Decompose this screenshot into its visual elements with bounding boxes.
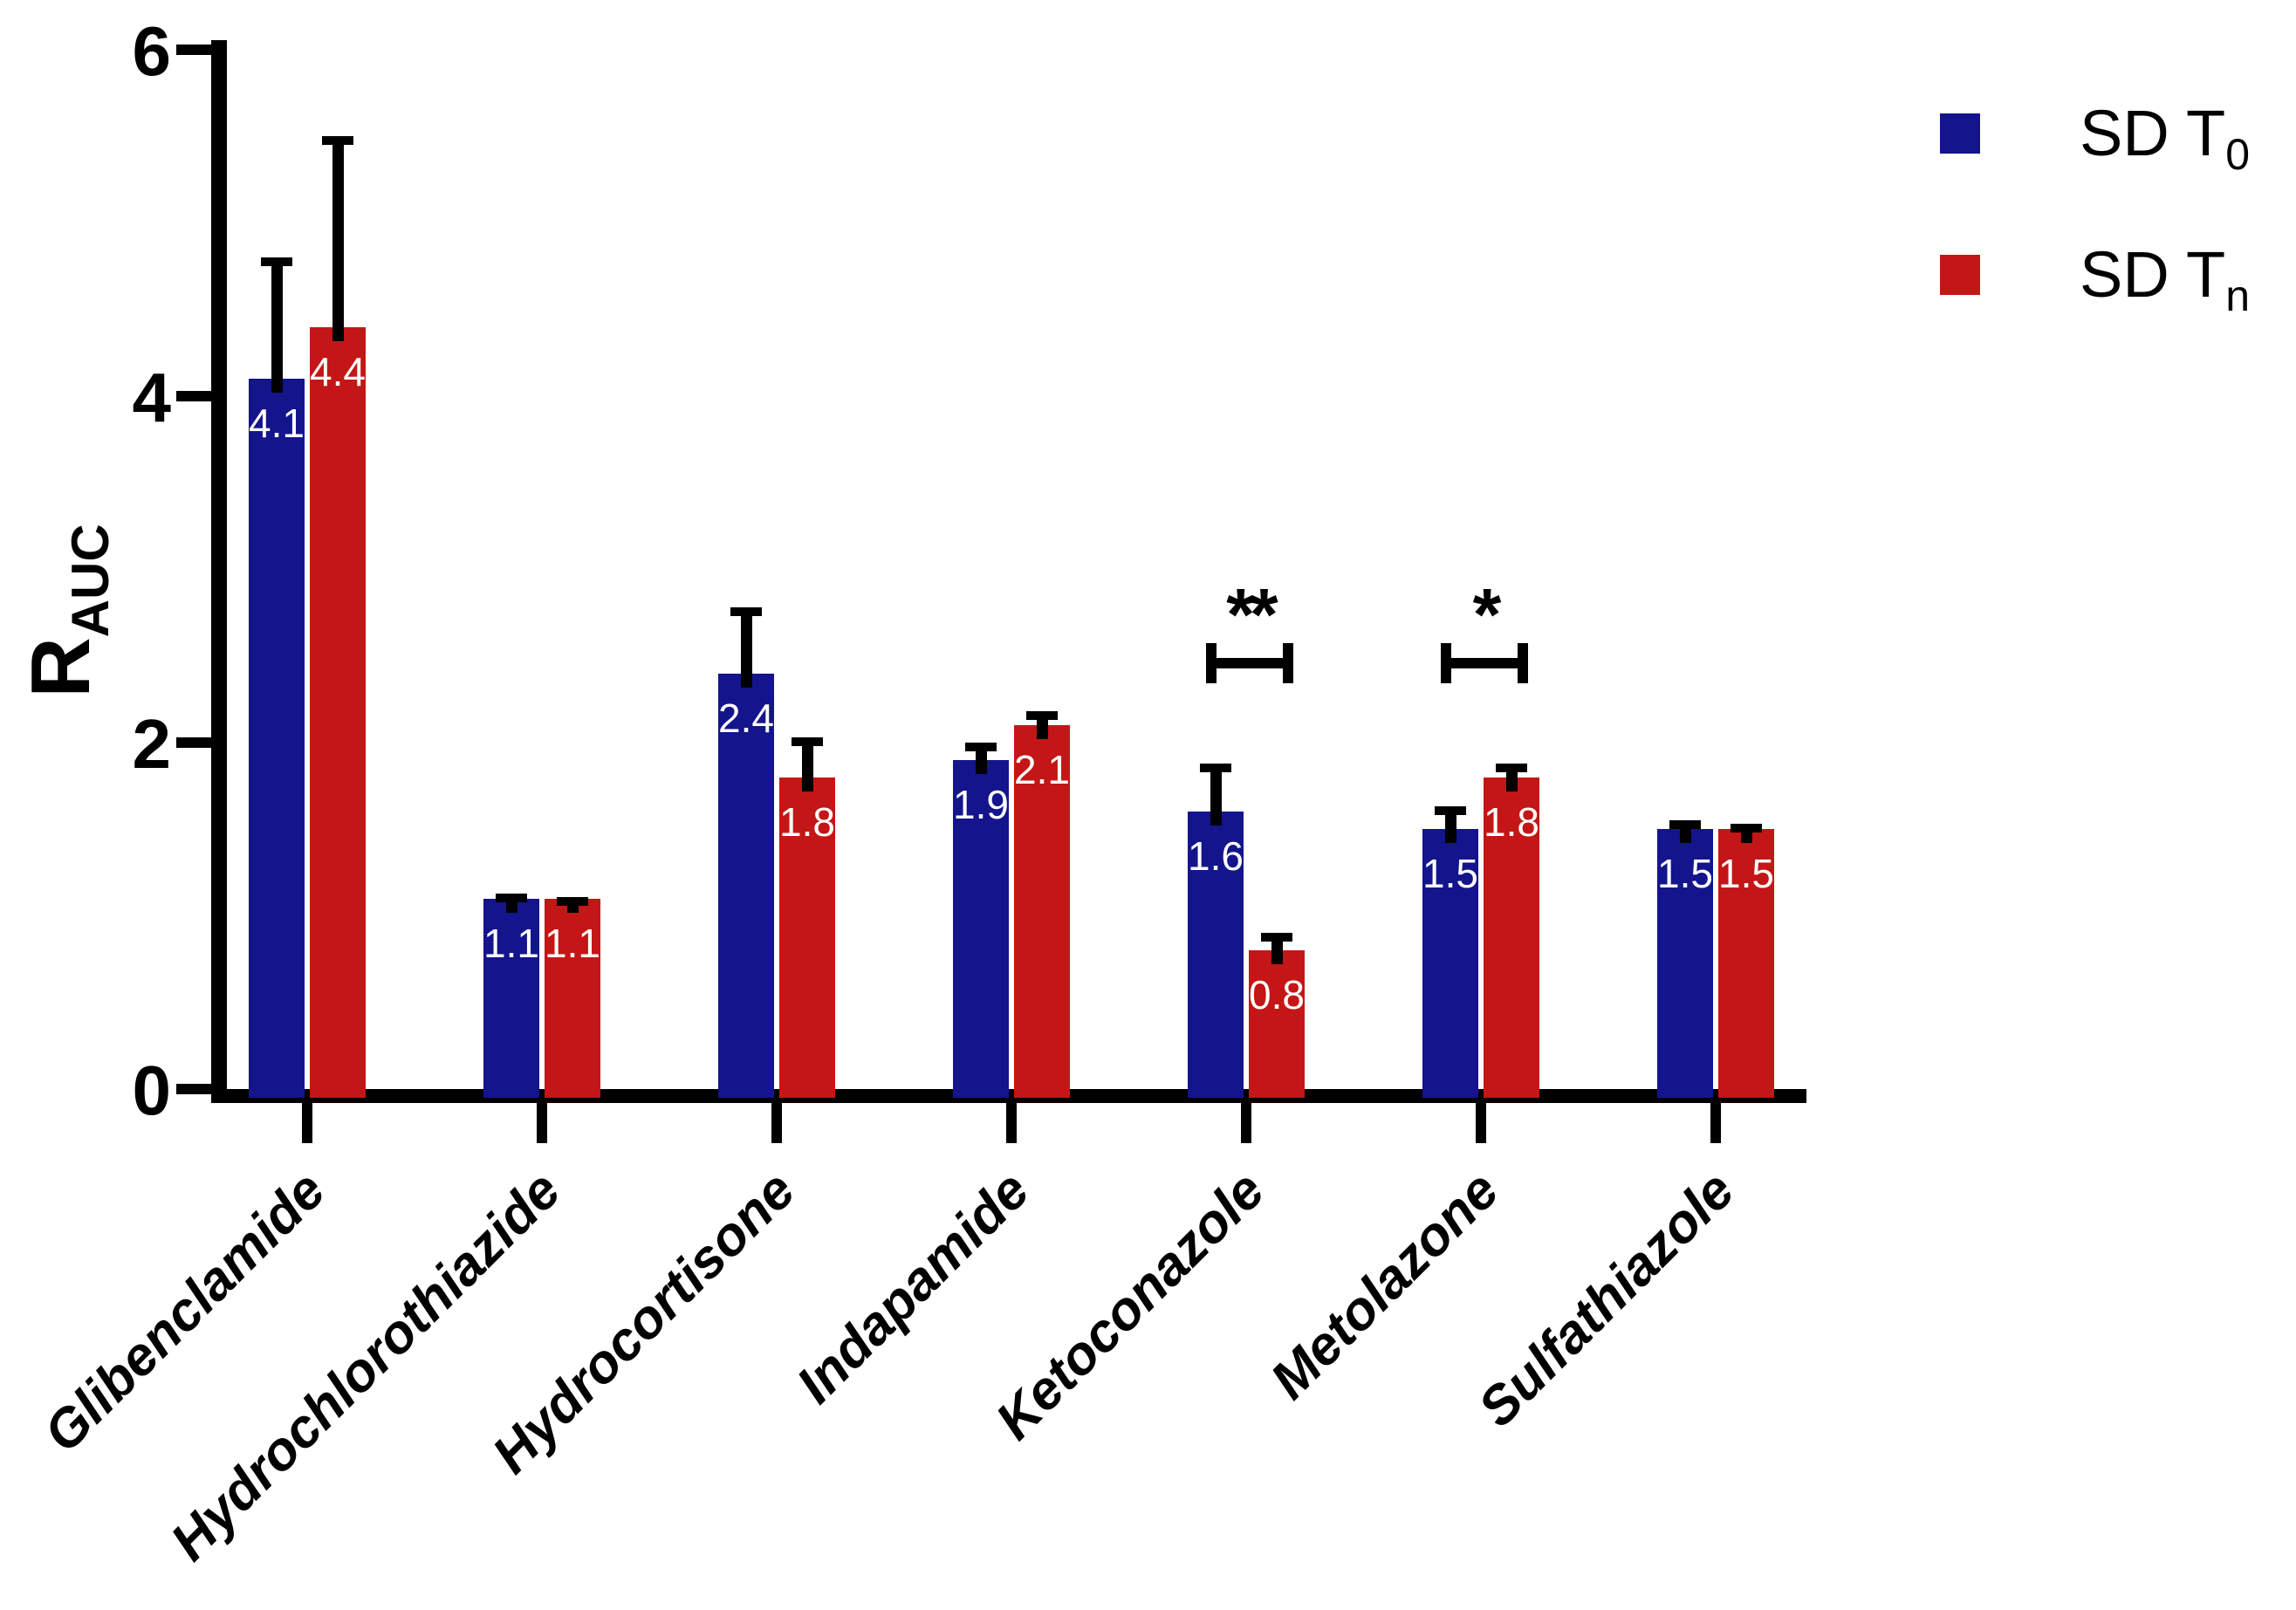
bar-value-label: 2.1 bbox=[1014, 747, 1070, 793]
error-bar-cap bbox=[322, 136, 353, 146]
x-tick bbox=[1241, 1103, 1251, 1143]
y-tick bbox=[176, 737, 211, 748]
y-tick bbox=[176, 391, 211, 401]
y-axis-title-base: R bbox=[14, 637, 107, 698]
error-bar-stem bbox=[1505, 770, 1518, 791]
bar-value-label: 1.5 bbox=[1657, 851, 1713, 897]
category-label: Indapamide bbox=[785, 1160, 1041, 1415]
error-bar-cap bbox=[1435, 806, 1466, 816]
y-tick-label: 2 bbox=[132, 705, 172, 783]
bar-value-label: 1.8 bbox=[1484, 798, 1539, 845]
error-bar-cap bbox=[1731, 824, 1762, 833]
significance-bracket-line bbox=[1206, 658, 1293, 668]
error-bar-cap bbox=[1496, 763, 1527, 772]
bar-value-label: 2.4 bbox=[718, 695, 774, 741]
bar bbox=[1718, 829, 1774, 1098]
error-bar-stem bbox=[975, 750, 987, 774]
error-bar-stem bbox=[1210, 770, 1222, 826]
x-tick bbox=[537, 1103, 547, 1143]
significance-stars: ** bbox=[1226, 573, 1278, 655]
error-bar-cap bbox=[261, 257, 292, 267]
legend-swatch bbox=[1940, 113, 1980, 154]
x-tick bbox=[1710, 1103, 1721, 1143]
bar bbox=[545, 898, 600, 1098]
bar-value-label: 1.5 bbox=[1718, 851, 1774, 897]
error-bar-cap bbox=[1026, 711, 1058, 721]
bar bbox=[1484, 777, 1539, 1098]
error-bar-cap bbox=[496, 893, 527, 902]
bar-value-label: 0.8 bbox=[1249, 972, 1305, 1018]
error-bar-stem bbox=[801, 744, 813, 791]
bar-value-label: 1.1 bbox=[483, 920, 539, 966]
bar-value-label: 1.1 bbox=[545, 920, 600, 966]
error-bar-cap bbox=[1261, 933, 1292, 942]
bar bbox=[1014, 725, 1070, 1098]
legend-label-base: SD T bbox=[2080, 238, 2226, 311]
bar bbox=[483, 898, 539, 1098]
error-bar-stem bbox=[1740, 831, 1752, 844]
bar bbox=[1657, 829, 1713, 1098]
x-tick bbox=[1476, 1103, 1486, 1143]
y-axis-line bbox=[211, 40, 227, 1103]
y-axis-title-subscript: AUC bbox=[61, 524, 120, 638]
category-label: Sulfathiazole bbox=[1466, 1160, 1745, 1439]
y-tick-label: 0 bbox=[132, 1052, 172, 1129]
bar bbox=[249, 379, 305, 1098]
legend-label-subscript: 0 bbox=[2225, 130, 2251, 179]
error-bar-stem bbox=[1679, 827, 1691, 844]
bar-value-label: 1.8 bbox=[779, 798, 835, 845]
y-tick bbox=[176, 45, 211, 55]
error-bar-cap bbox=[1200, 763, 1231, 772]
significance-bracket-right-cap bbox=[1283, 643, 1293, 683]
x-tick bbox=[771, 1103, 782, 1143]
error-bar-stem bbox=[1444, 813, 1456, 844]
bar bbox=[953, 759, 1009, 1098]
bar-value-label: 1.5 bbox=[1422, 851, 1478, 897]
error-bar-cap bbox=[792, 737, 823, 747]
bar bbox=[1249, 950, 1305, 1098]
bar bbox=[1422, 829, 1478, 1098]
significance-stars: * bbox=[1472, 573, 1502, 655]
legend-label-base: SD T bbox=[2080, 97, 2226, 169]
error-bar-cap bbox=[965, 743, 997, 751]
y-tick bbox=[176, 1084, 211, 1094]
significance-bracket-left-cap bbox=[1206, 643, 1217, 683]
bar-value-label: 4.1 bbox=[249, 401, 305, 447]
error-bar-stem bbox=[332, 143, 344, 341]
error-bar-stem bbox=[566, 903, 579, 913]
y-axis-title: R AUC bbox=[13, 480, 120, 742]
error-bar-stem bbox=[1036, 718, 1048, 740]
legend-swatch bbox=[1940, 255, 1980, 295]
category-label: Hydrochlorothiazide bbox=[159, 1160, 572, 1572]
bar-value-label: 4.4 bbox=[310, 348, 366, 394]
bar bbox=[310, 326, 366, 1098]
error-bar-cap bbox=[1669, 820, 1701, 830]
error-bar-cap bbox=[730, 607, 762, 617]
y-tick-label: 6 bbox=[132, 12, 172, 90]
error-bar-stem bbox=[271, 264, 283, 394]
significance-bracket-line bbox=[1441, 658, 1528, 668]
bar-value-label: 1.9 bbox=[953, 781, 1009, 827]
error-bar-stem bbox=[505, 900, 517, 913]
category-label: Metolazone bbox=[1259, 1160, 1511, 1411]
bar bbox=[1188, 812, 1244, 1098]
bar bbox=[718, 673, 774, 1098]
significance-bracket-left-cap bbox=[1441, 643, 1451, 683]
error-bar-stem bbox=[1271, 940, 1283, 965]
y-tick-label: 4 bbox=[132, 359, 172, 436]
legend-label-subscript: n bbox=[2225, 271, 2251, 320]
bar-value-label: 1.6 bbox=[1188, 833, 1244, 880]
error-bar-cap bbox=[557, 896, 588, 906]
significance-bracket-right-cap bbox=[1518, 643, 1528, 683]
x-tick bbox=[302, 1103, 312, 1143]
error-bar-stem bbox=[740, 614, 752, 688]
bar bbox=[779, 777, 835, 1098]
x-axis-line bbox=[211, 1089, 1806, 1103]
x-tick bbox=[1006, 1103, 1017, 1143]
